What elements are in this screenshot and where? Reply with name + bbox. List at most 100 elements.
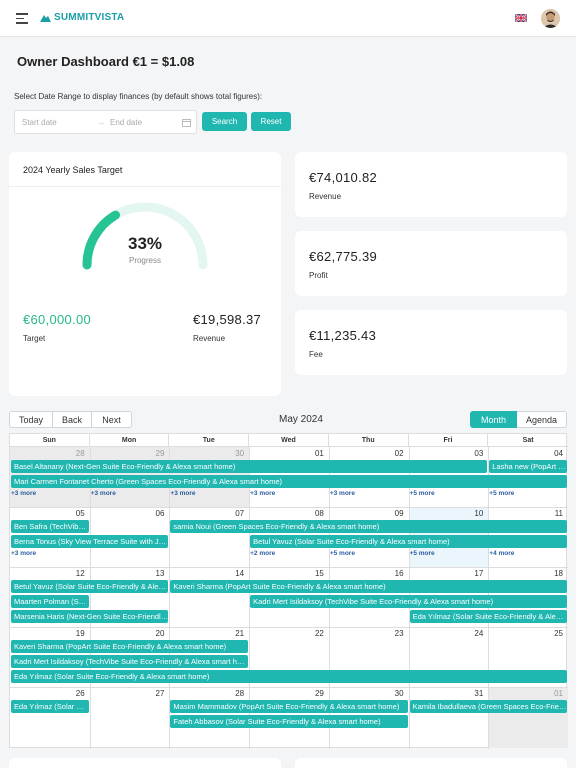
grid-line (89, 447, 91, 749)
day-number[interactable]: 20 (155, 629, 165, 638)
day-number[interactable]: 23 (394, 629, 404, 638)
stat-label: Revenue (309, 192, 342, 201)
day-number[interactable]: 06 (155, 509, 165, 518)
grid-line (10, 687, 568, 688)
day-number[interactable]: 13 (155, 569, 165, 578)
show-more-link[interactable]: +4 more (489, 550, 515, 557)
day-number[interactable]: 31 (474, 689, 484, 698)
day-number[interactable]: 10 (474, 509, 484, 518)
day-number[interactable]: 19 (75, 629, 85, 638)
show-more-link[interactable]: +5 more (409, 550, 435, 557)
reset-button[interactable]: Reset (251, 112, 291, 131)
back-button[interactable]: Back (53, 411, 92, 428)
calendar-event[interactable]: Maarten Polman (Sky View Terrace Suite E… (11, 595, 89, 608)
grid-line (10, 627, 568, 628)
revenue-label: Revenue (193, 334, 226, 343)
calendar-month-label: May 2024 (279, 414, 323, 425)
off-month-cell (488, 687, 568, 748)
calendar-event[interactable]: Kaveri Sharma (PopArt Suite Eco-Friendly… (11, 640, 249, 653)
day-number[interactable]: 07 (235, 509, 245, 518)
day-number[interactable]: 28 (75, 449, 85, 458)
show-more-link[interactable]: +5 more (489, 490, 515, 497)
day-number[interactable]: 24 (474, 629, 484, 638)
show-more-link[interactable]: +3 more (329, 490, 355, 497)
calendar-event[interactable]: Fateh Abbasov (Solar Suite Eco-Friendly … (170, 715, 408, 728)
day-number[interactable]: 28 (235, 689, 245, 698)
calendar-event[interactable]: Eda Yılmaz (Solar Suite Eco-Friendly & A… (11, 670, 567, 683)
calendar-event[interactable]: Mari Carmen Fontanet Cherto (Green Space… (11, 475, 567, 488)
day-number[interactable]: 30 (394, 689, 404, 698)
day-number[interactable]: 08 (314, 509, 324, 518)
day-number[interactable]: 01 (314, 449, 324, 458)
show-more-link[interactable]: +2 more (250, 550, 276, 557)
search-button[interactable]: Search (202, 112, 247, 131)
next-button[interactable]: Next (92, 411, 132, 428)
day-number[interactable]: 11 (554, 509, 563, 518)
calendar-event[interactable]: Kadri Mert Isildaksoy (TechVibe Suite Ec… (11, 655, 249, 668)
uk-flag-icon[interactable] (515, 14, 527, 22)
show-more-link[interactable]: +3 more (250, 490, 276, 497)
show-more-link[interactable]: +5 more (329, 550, 355, 557)
day-number[interactable]: 30 (235, 449, 245, 458)
calendar-event[interactable]: Betul Yavuz (Solar Suite Eco-Friendly & … (250, 535, 567, 548)
end-date-input[interactable]: End date (110, 118, 143, 127)
day-number[interactable]: 12 (75, 569, 85, 578)
weekday-header: Fri (408, 434, 489, 447)
calendar-event[interactable]: samia Noui (Green Spaces Eco-Friendly & … (170, 520, 567, 533)
menu-icon[interactable] (16, 13, 28, 24)
day-number[interactable]: 21 (235, 629, 245, 638)
day-number[interactable]: 26 (75, 689, 85, 698)
calendar-event[interactable]: Eda Yılmaz (Solar Suite Eco-Friendly & A… (409, 610, 567, 623)
calendar-event[interactable]: Masim Mammadov (PopArt Suite Eco-Friendl… (170, 700, 408, 713)
day-number[interactable]: 01 (554, 689, 563, 698)
date-range-picker[interactable]: Start date → End date (14, 110, 197, 134)
calendar-event[interactable]: Ben Safra (TechVibe Suite Eco-Friendly &… (11, 520, 89, 533)
calendar-event[interactable]: Basel Altanany (Next-Gen Suite Eco-Frien… (11, 460, 488, 473)
calendar-event[interactable]: Eda Yılmaz (Solar Suite Eco-Friendly & A… (11, 700, 89, 713)
yearly-target-card: 2024 Yearly Sales Target 33% Progress €6… (9, 152, 281, 396)
weekday-header: Sun (10, 434, 90, 447)
day-number[interactable]: 05 (75, 509, 85, 518)
agenda-view-button[interactable]: Agenda (517, 411, 567, 428)
day-number[interactable]: 25 (554, 629, 563, 638)
day-number[interactable]: 04 (554, 449, 563, 458)
day-number[interactable]: 03 (474, 449, 484, 458)
day-number[interactable]: 29 (314, 689, 324, 698)
show-more-link[interactable]: +5 more (409, 490, 435, 497)
today-button[interactable]: Today (9, 411, 53, 428)
calendar-event[interactable]: Kaveri Sharma (PopArt Suite Eco-Friendly… (170, 580, 567, 593)
day-number[interactable]: 17 (474, 569, 484, 578)
weekday-header: Mon (89, 434, 170, 447)
day-number[interactable]: 14 (235, 569, 245, 578)
calendar-event[interactable]: Kadri Mert Isildaksoy (TechVibe Suite Ec… (250, 595, 567, 608)
day-number[interactable]: 22 (314, 629, 324, 638)
calendar-event[interactable]: Berna Tonus (Sky View Terrace Suite with… (11, 535, 169, 548)
day-number[interactable]: 27 (155, 689, 165, 698)
calendar-event[interactable]: Betul Yavuz (Solar Suite Eco-Friendly & … (11, 580, 169, 593)
user-avatar[interactable] (541, 9, 560, 28)
day-number[interactable]: 02 (394, 449, 404, 458)
show-more-link[interactable]: +3 more (90, 490, 116, 497)
stat-card-revenue: €74,010.82 Revenue (295, 152, 567, 217)
weekday-header: Thu (328, 434, 409, 447)
calendar-event[interactable]: Lasha new (PopArt Suite Eco-Friendly & A… (489, 460, 567, 473)
calendar-event[interactable]: Kamila Ibadullaeva (Green Spaces Eco-Fri… (409, 700, 567, 713)
day-number[interactable]: 18 (554, 569, 563, 578)
day-number[interactable]: 15 (314, 569, 324, 578)
brand-logo[interactable]: SUMMITVISTA (40, 12, 124, 23)
target-value: €60,000.00 (23, 312, 92, 327)
stat-card-fee: €11,235.43 Fee (295, 310, 567, 375)
grid-line (10, 507, 568, 508)
start-date-input[interactable]: Start date (22, 118, 57, 127)
calendar-icon[interactable] (182, 118, 191, 127)
show-more-link[interactable]: +3 more (170, 490, 196, 497)
month-view-button[interactable]: Month (470, 411, 517, 428)
bottom-card-right (295, 758, 567, 768)
day-number[interactable]: 09 (394, 509, 404, 518)
show-more-link[interactable]: +3 more (11, 490, 37, 497)
calendar-event[interactable]: Marsenia Haris (Next-Gen Suite Eco-Frien… (11, 610, 169, 623)
bottom-card-left (9, 758, 281, 768)
day-number[interactable]: 16 (394, 569, 404, 578)
day-number[interactable]: 29 (155, 449, 165, 458)
show-more-link[interactable]: +3 more (11, 550, 37, 557)
